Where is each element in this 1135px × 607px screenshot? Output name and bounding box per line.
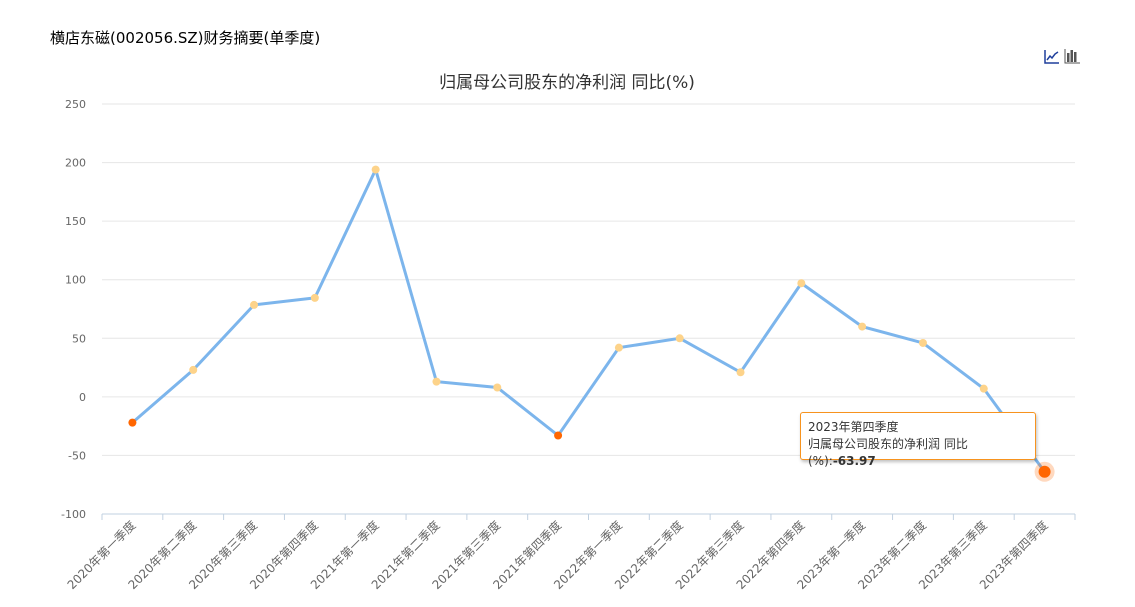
data-point [189, 365, 198, 374]
data-point [614, 343, 623, 352]
tooltip-series-label: 归属母公司股东的净利润 同比(%): [808, 437, 968, 468]
data-point [250, 300, 259, 309]
tooltip-category: 2023年第四季度 [808, 420, 899, 434]
y-tick-label: 250 [65, 98, 86, 111]
bar-chart-icon[interactable] [1064, 48, 1080, 64]
y-tick-label: 100 [65, 274, 86, 287]
data-point [736, 368, 745, 377]
data-point [310, 293, 319, 302]
data-point [493, 383, 502, 392]
y-tick-label: 50 [72, 332, 86, 345]
y-tick-label: 200 [65, 157, 86, 170]
tooltip-value: -63.97 [832, 454, 876, 468]
chart-title: 归属母公司股东的净利润 同比(%) [439, 73, 695, 93]
data-point [858, 322, 867, 331]
y-tick-label: -100 [61, 508, 86, 521]
data-point [918, 338, 927, 347]
y-tick-label: 150 [65, 215, 86, 228]
tooltip: 2023年第四季度 归属母公司股东的净利润 同比(%):-63.97 [800, 412, 1036, 468]
data-point [128, 418, 137, 427]
line-chart-icon[interactable] [1044, 48, 1060, 64]
data-point [1038, 465, 1051, 478]
series-line [131, 165, 1046, 473]
data-point [432, 377, 441, 386]
data-point [979, 384, 988, 393]
data-point [675, 334, 684, 343]
data-point [797, 279, 806, 288]
y-tick-label: 0 [79, 391, 86, 404]
data-point [554, 431, 563, 440]
page-title: 横店东磁(002056.SZ)财务摘要(单季度) [50, 29, 321, 47]
data-point [371, 165, 380, 174]
y-tick-label: -50 [68, 449, 86, 462]
